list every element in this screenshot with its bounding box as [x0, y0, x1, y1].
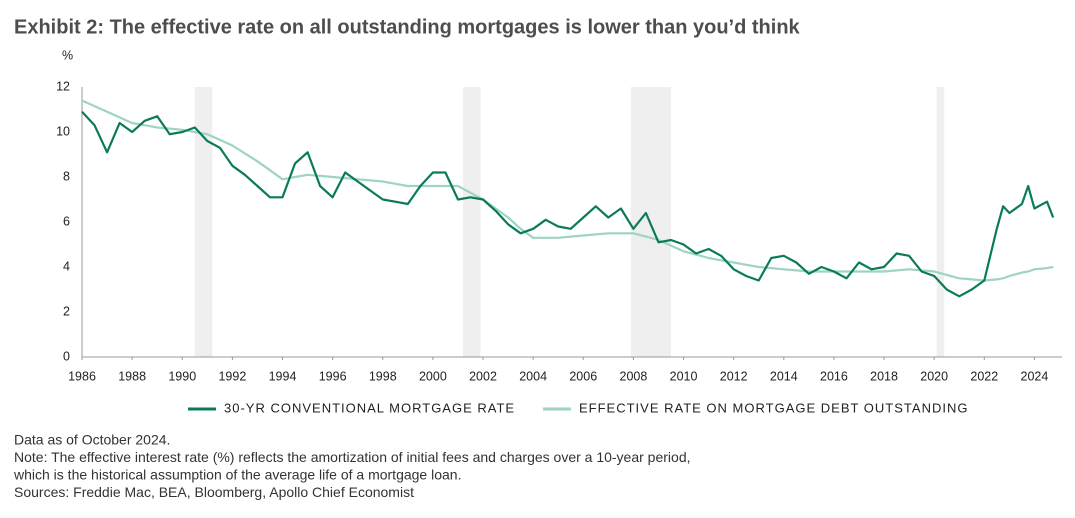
- x-tick-label: 1986: [68, 369, 96, 383]
- x-tick-label: 2022: [970, 369, 998, 383]
- y-tick-label: 8: [63, 169, 70, 183]
- recession-band: [462, 87, 481, 357]
- x-tick-label: 2004: [519, 369, 547, 383]
- x-tick-label: 2006: [569, 369, 597, 383]
- x-tick-label: 1992: [218, 369, 246, 383]
- recession-band: [194, 87, 213, 357]
- legend-label: 30-YR CONVENTIONAL MORTGAGE RATE: [224, 400, 515, 415]
- x-tick-label: 2012: [720, 369, 748, 383]
- y-tick-label: 0: [63, 349, 70, 363]
- x-tick-label: 2018: [870, 369, 898, 383]
- legend-label: EFFECTIVE RATE ON MORTGAGE DEBT OUTSTAND…: [579, 400, 968, 415]
- footnote: Data as of October 2024.: [14, 432, 170, 448]
- series-line: [81, 99, 1054, 282]
- x-tick-label: 1996: [319, 369, 347, 383]
- x-tick-label: 2000: [419, 369, 447, 383]
- x-tick-label: 2024: [1021, 369, 1049, 383]
- footnote: Note: The effective interest rate (%) re…: [14, 449, 691, 465]
- x-tick-label: 2016: [820, 369, 848, 383]
- x-tick-label: 2002: [469, 369, 497, 383]
- footnote: which is the historical assumption of th…: [13, 467, 461, 483]
- x-tick-label: 1998: [369, 369, 397, 383]
- y-tick-label: 4: [63, 259, 70, 273]
- y-tick-label: 6: [63, 214, 70, 228]
- x-tick-label: 1988: [118, 369, 146, 383]
- y-tick-label: 10: [56, 124, 70, 138]
- chart-title: Exhibit 2: The effective rate on all out…: [14, 16, 801, 38]
- y-tick-label: 2: [63, 304, 70, 318]
- x-tick-label: 1994: [269, 369, 297, 383]
- footnote: Sources: Freddie Mac, BEA, Bloomberg, Ap…: [14, 484, 414, 500]
- y-axis-label: %: [62, 48, 73, 62]
- x-tick-label: 1990: [168, 369, 196, 383]
- x-tick-label: 2020: [920, 369, 948, 383]
- x-tick-label: 2014: [770, 369, 798, 383]
- x-tick-label: 2010: [670, 369, 698, 383]
- y-tick-label: 12: [56, 79, 70, 93]
- x-tick-label: 2008: [620, 369, 648, 383]
- recession-band: [936, 87, 945, 357]
- series-line: [81, 111, 1055, 298]
